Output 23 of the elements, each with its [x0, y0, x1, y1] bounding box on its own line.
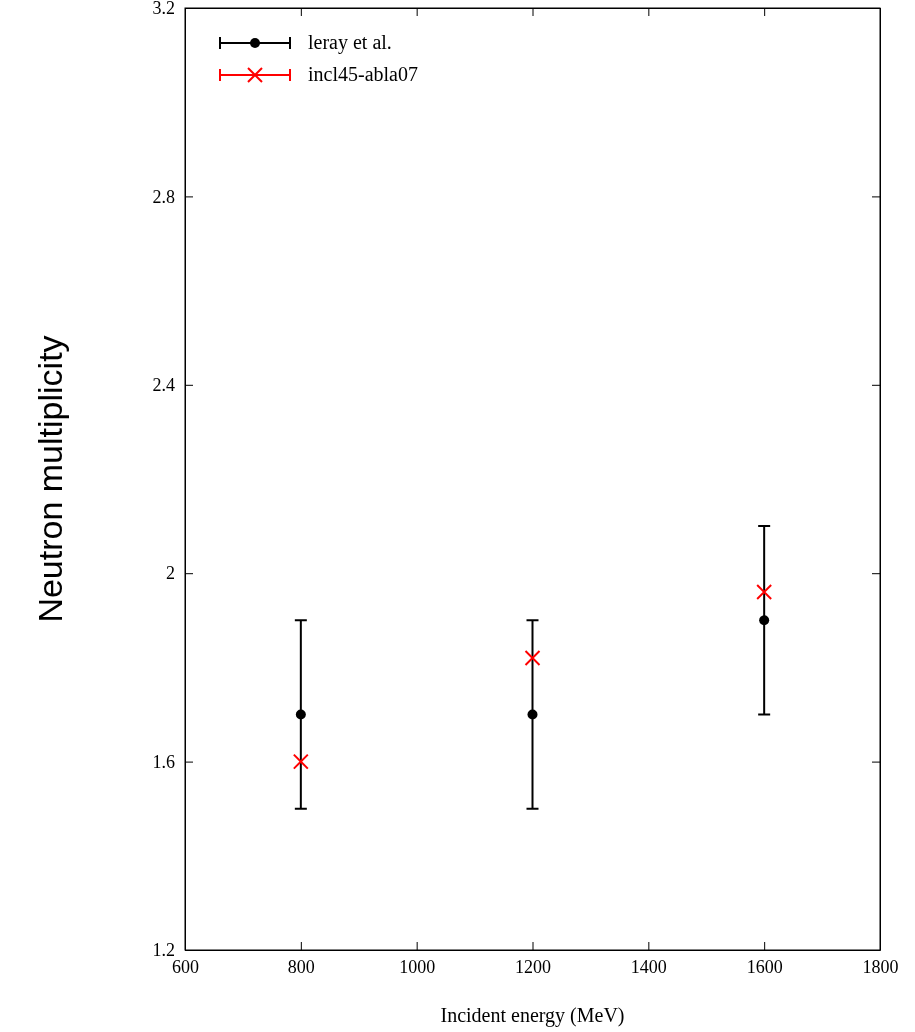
x-tick-label: 1600	[746, 956, 783, 977]
x-tick-label: 1200	[515, 956, 551, 977]
y-axis-title: Neutron multiplicity	[31, 335, 69, 623]
point	[759, 615, 770, 626]
point	[295, 709, 306, 720]
y-tick-label: 3.2	[152, 0, 175, 19]
x-axis-title: Incident energy (MeV)	[440, 1004, 625, 1027]
x-tick-label: 1000	[399, 956, 436, 977]
point	[527, 709, 538, 720]
y-tick-label: 1.2	[152, 940, 175, 961]
legend-label: leray et al.	[308, 31, 392, 54]
x-tick-label: 1400	[630, 956, 667, 977]
x-tick-label: 1800	[862, 956, 899, 977]
point	[292, 753, 309, 770]
point	[756, 584, 773, 601]
point	[524, 649, 541, 666]
y-tick-label: 2	[166, 563, 175, 584]
y-tick-label: 1.6	[152, 751, 175, 772]
x-tick-label: 800	[287, 956, 315, 977]
legend-label: incl45-abla07	[308, 63, 418, 85]
x-tick-label: 600	[172, 956, 199, 977]
y-tick-label: 2.8	[152, 186, 175, 207]
y-tick-label: 2.4	[152, 375, 175, 396]
